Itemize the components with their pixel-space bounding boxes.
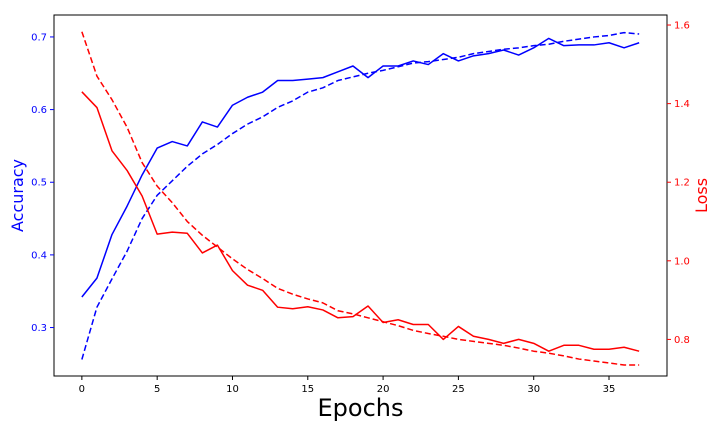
x-tick-label: 15 — [301, 384, 314, 395]
y-left-tick-label: 0.4 — [31, 250, 47, 261]
x-tick-label: 0 — [79, 384, 85, 395]
y-left-tick-label: 0.3 — [31, 323, 47, 334]
ticks-layer: 0 5 10 15 20 25 30 35 0.3 0.4 0.5 0.6 0.7 0.8 1.0 1.2 1.… — [31, 21, 690, 395]
x-tick-label: 5 — [154, 384, 160, 395]
y-left-tick-label: 0.6 — [31, 105, 47, 116]
x-axis-title: Epochs — [318, 394, 404, 422]
x-tick-label: 10 — [226, 384, 239, 395]
plot-frame — [53, 14, 668, 377]
y-left-tick-label: 0.7 — [31, 32, 47, 43]
x-tick-label: 25 — [452, 384, 465, 395]
y-left-tick-label: 0.5 — [31, 178, 47, 189]
x-tick-label: 30 — [527, 384, 540, 395]
x-tick-label: 20 — [377, 384, 390, 395]
series-line-right-dashed — [81, 31, 640, 366]
x-tick-label: 35 — [603, 384, 616, 395]
y-right-tick-label: 1.4 — [674, 99, 690, 110]
y-right-tick-label: 1.6 — [674, 21, 690, 32]
series-layer — [81, 31, 640, 366]
series-line-right-solid — [81, 91, 640, 352]
series-line-left-solid — [81, 37, 640, 298]
y-right-tick-label: 1.0 — [674, 256, 690, 267]
y-right-tick-label: 0.8 — [674, 335, 690, 346]
y-right-axis-title: Loss — [692, 178, 711, 213]
y-left-axis-title: Accuracy — [8, 159, 27, 232]
y-right-tick-label: 1.2 — [674, 178, 690, 189]
